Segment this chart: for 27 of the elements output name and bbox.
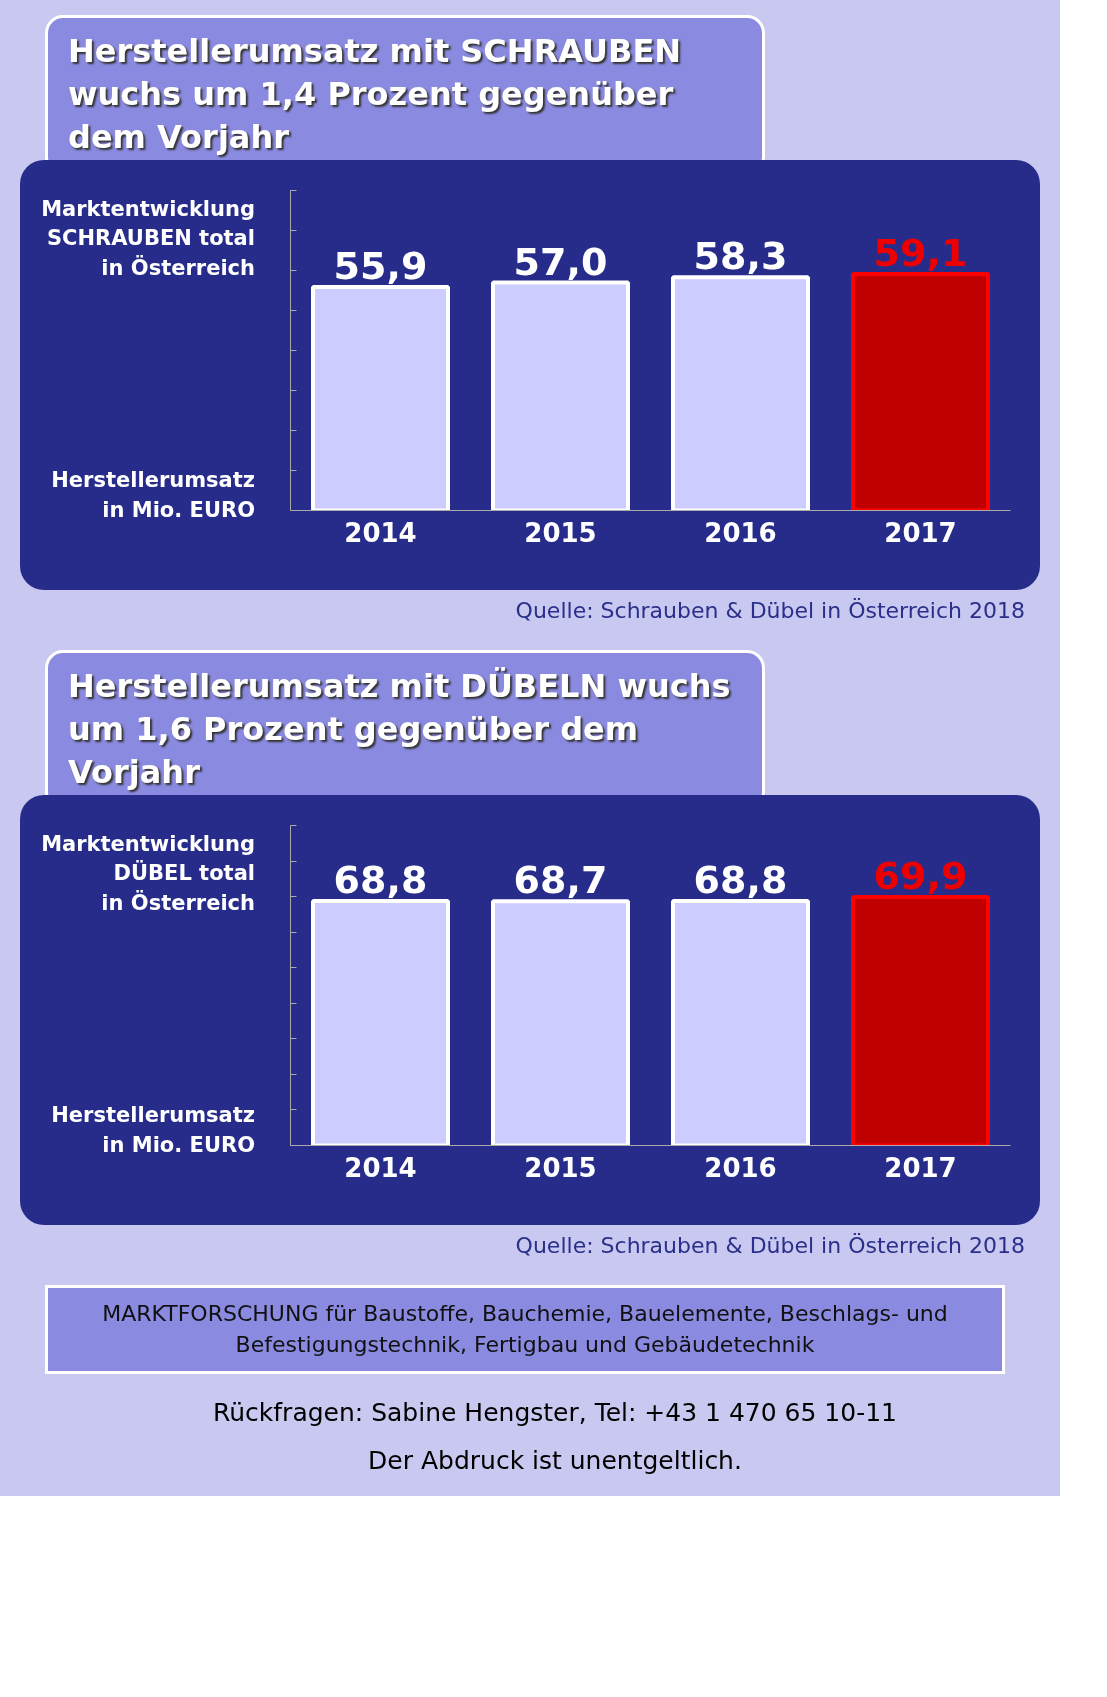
source-note: Quelle: Schrauben & Dübel in Österreich 2018 [514, 597, 1025, 625]
y-axis-title: Marktentwicklung DÜBEL total in Österreich [40, 831, 255, 917]
data-label: 57,0 [513, 239, 608, 284]
text: Rückfragen: Sabine Hengster, Tel: +43 1 470 65 10-11 [212, 1397, 898, 1429]
data-label: 55,9 [333, 243, 428, 288]
text: Der Abdruck ist unentgeltlich. [367, 1445, 743, 1477]
x-tick-label: 2015 [524, 517, 597, 548]
chart-title: Herstellerumsatz mit SCHRAUBEN wuchs um 1,4 Prozent gegenüber dem Vorjahr [45, 15, 765, 175]
x-tick-label: 2016 [704, 517, 777, 548]
x-tick-label: 2014 [344, 1152, 417, 1183]
x-tick-label: 2015 [524, 1152, 597, 1183]
data-label: 59,1 [873, 231, 968, 276]
data-label: 68,7 [513, 858, 608, 903]
text: MARKTFORSCHUNG für Baustoffe, Bauchemie, Bauelemente, Beschlags- und Befestigungstechnik, Fertigbau und Gebäudetechnik [45, 1285, 1005, 1374]
x-tick-label: 2014 [344, 517, 417, 548]
x-tick-label: 2017 [884, 1152, 957, 1183]
source-note: Quelle: Schrauben & Dübel in Österreich 2018 [514, 1232, 1025, 1260]
data-label: 68,8 [333, 857, 428, 902]
text: Herstellerumsatz in Mio. EURO [50, 1102, 255, 1159]
data-label: 69,9 [873, 853, 968, 898]
x-tick-label: 2017 [884, 517, 957, 548]
x-tick-label: 2016 [704, 1152, 777, 1183]
data-label: 68,8 [693, 857, 788, 902]
chart-title: Herstellerumsatz mit DÜBELN wuchs um 1,6 Prozent gegenüber dem Vorjahr [45, 650, 765, 810]
text: Herstellerumsatz in Mio. EURO [50, 467, 255, 524]
y-axis-title: Marktentwicklung SCHRAUBEN total in Österreich [40, 196, 255, 282]
data-label: 58,3 [693, 234, 788, 279]
